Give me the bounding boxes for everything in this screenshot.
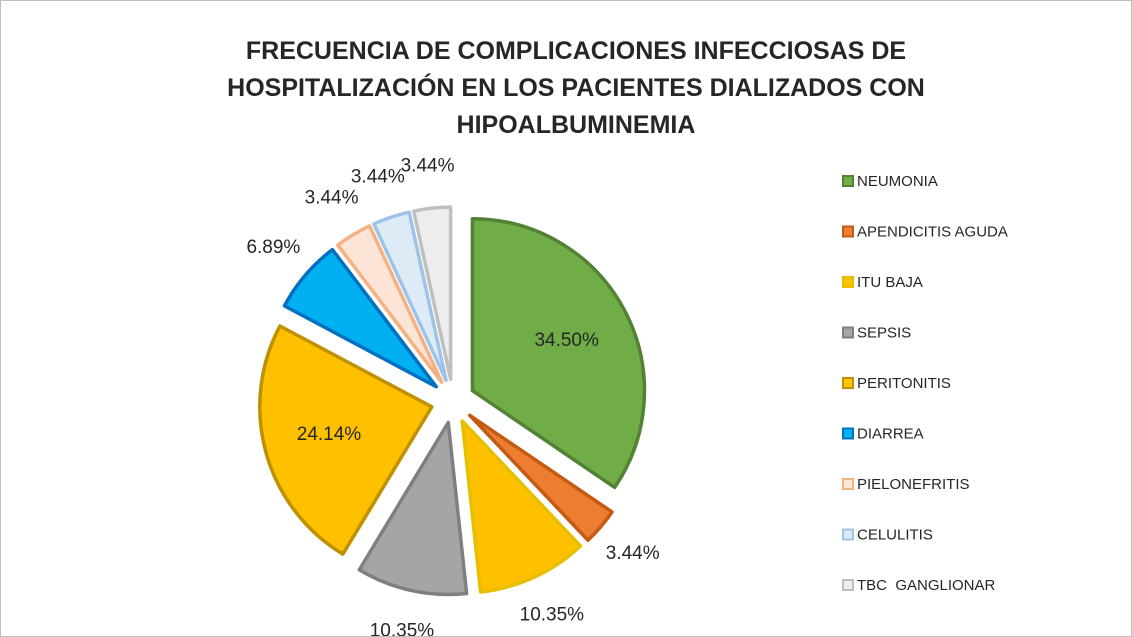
pie-slice: [282, 247, 439, 389]
data-label: 10.35%: [370, 620, 435, 636]
legend-swatch: [842, 427, 854, 440]
legend-label: SEPSIS: [857, 324, 911, 341]
legend-swatch: [842, 225, 854, 238]
legend-label: PIELONEFRITIS: [857, 476, 970, 493]
data-label: 3.44%: [351, 166, 405, 187]
legend-label: CELULITIS: [857, 526, 933, 543]
legend-swatch: [842, 478, 854, 490]
pie-slice: [460, 419, 583, 594]
legend-label: PERITONITIS: [857, 375, 951, 392]
data-label: 10.35%: [520, 604, 585, 625]
pie-slice: [258, 324, 434, 556]
data-label: 3.44%: [606, 543, 660, 564]
pie-slice: [411, 205, 453, 381]
data-label: 6.89%: [246, 237, 300, 258]
pie-slice: [336, 224, 444, 384]
data-label: 34.50%: [534, 330, 599, 351]
data-label: 3.44%: [305, 188, 359, 209]
legend-swatch: [842, 175, 854, 187]
data-label: 24.14%: [297, 424, 362, 445]
legend-swatch: [842, 276, 854, 288]
legend-label: DIARREA: [857, 425, 924, 442]
legend-label: APENDICITIS AGUDA: [857, 223, 1008, 240]
legend-label: TBC GANGLIONAR: [857, 577, 996, 594]
legend-swatch: [842, 377, 854, 389]
pie-slice: [372, 210, 448, 382]
pie-slice: [357, 420, 469, 597]
pie-slice: [468, 413, 614, 542]
legend-label: ITU BAJA: [857, 274, 923, 291]
pie-slice: [470, 216, 647, 490]
legend-swatch: [842, 579, 854, 591]
data-label: 3.44%: [401, 155, 455, 176]
legend-swatch: [842, 326, 854, 339]
legend-label: NEUMONIA: [857, 173, 938, 190]
chart-title: FRECUENCIA DE COMPLICACIONES INFECCIOSAS…: [227, 37, 925, 139]
legend-swatch: [842, 528, 854, 541]
